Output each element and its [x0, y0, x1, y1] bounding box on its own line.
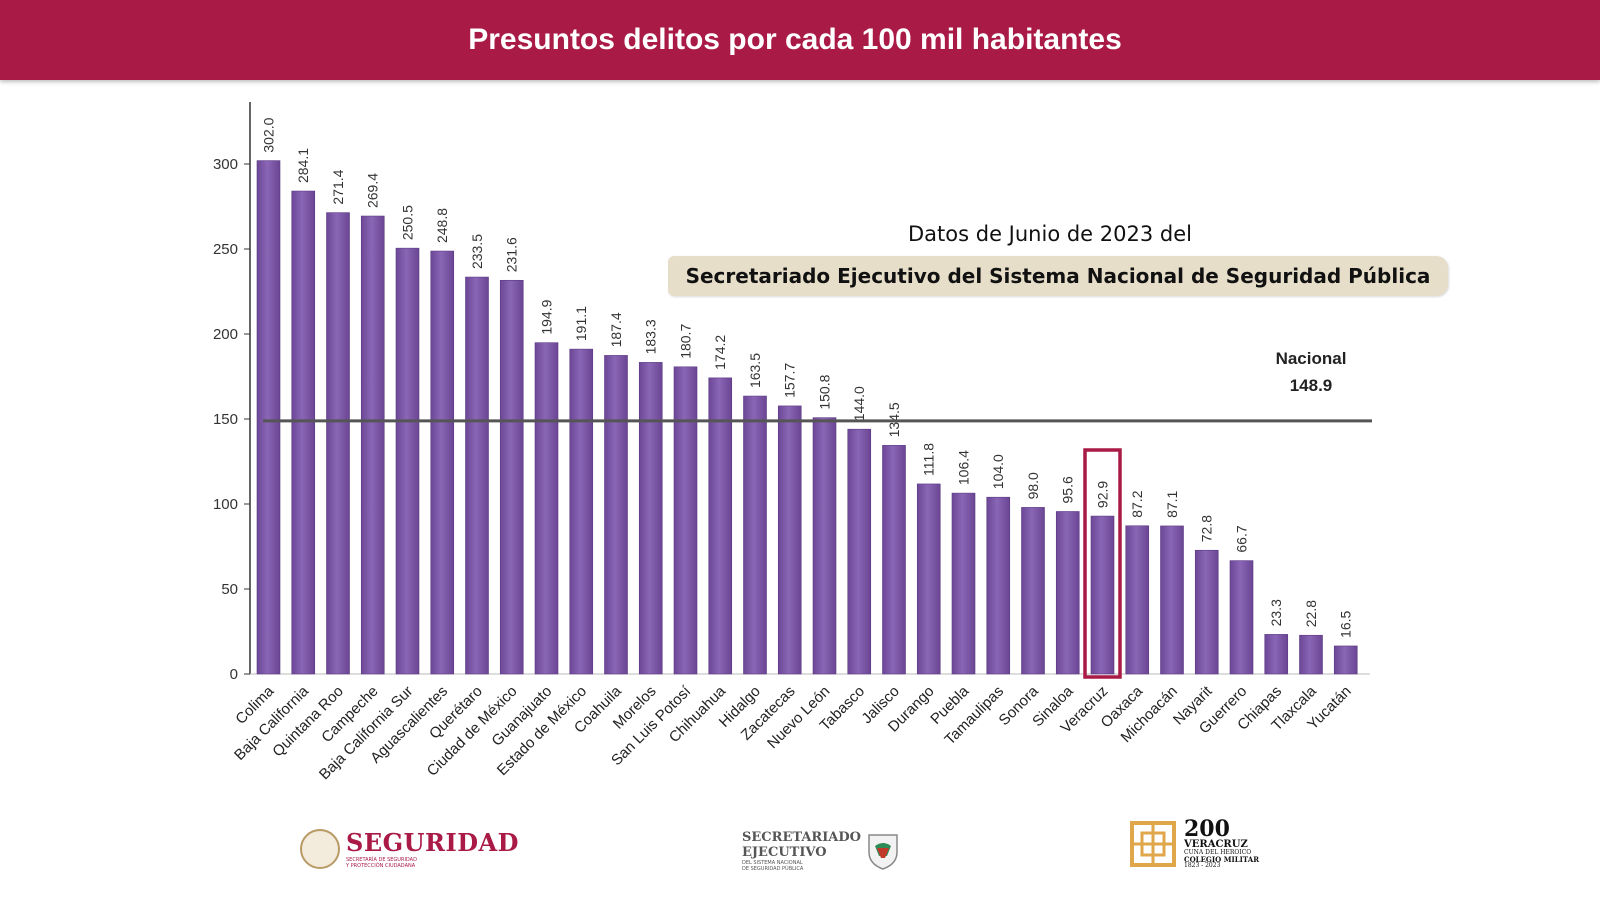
- seguridad-sub-1: SECRETARÍA DE SEGURIDAD: [346, 857, 417, 863]
- value-label: 106.4: [956, 450, 972, 485]
- bicentenario-number: 200: [1184, 816, 1230, 842]
- bar-jalisco: [882, 445, 906, 675]
- shield-icon: [868, 834, 898, 870]
- national-value: 148.9: [1290, 376, 1333, 395]
- value-label: 72.8: [1199, 515, 1215, 542]
- bicentenario-years: 1823 - 2023: [1184, 862, 1221, 869]
- value-label: 250.5: [400, 205, 416, 240]
- value-label: 284.1: [295, 148, 311, 183]
- bar-sonora: [1021, 507, 1045, 675]
- bar-colima: [256, 160, 281, 675]
- page-title: Presuntos delitos por cada 100 mil habit…: [468, 23, 1122, 56]
- bar-nuevo-le-n: [812, 417, 837, 675]
- sesnsp-sub-2: DE SEGURIDAD PÚBLICA: [742, 866, 804, 872]
- source-text: Secretariado Ejecutivo del Sistema Nacio…: [685, 264, 1431, 288]
- value-label: 150.8: [817, 374, 833, 409]
- y-tick-label: 300: [213, 156, 238, 173]
- value-label: 180.7: [678, 324, 694, 359]
- bar-ciudad-de-m-xico: [499, 279, 524, 675]
- value-label: 233.5: [469, 234, 485, 269]
- y-tick-label: 250: [213, 241, 238, 258]
- bar-michoac-n: [1160, 525, 1184, 675]
- highlight-box: [1083, 448, 1122, 679]
- sesnsp-logo: SECRETARIADO EJECUTIVO DEL SISTEMA NACIO…: [742, 830, 899, 872]
- value-label: 174.2: [712, 335, 728, 370]
- value-label: 163.5: [747, 353, 763, 388]
- sesnsp-sub-1: DEL SISTEMA NACIONAL: [742, 860, 803, 866]
- seguridad-word: SEGURIDAD: [346, 828, 519, 857]
- bar-guanajuato: [534, 342, 559, 675]
- value-label: 87.1: [1164, 490, 1180, 517]
- y-tick-label: 100: [213, 496, 238, 513]
- bar-baja-california-sur: [395, 247, 420, 675]
- national-label: Nacional: [1276, 349, 1347, 368]
- value-label: 248.8: [434, 208, 450, 243]
- bar-estado-de-m-xico: [569, 348, 594, 675]
- bar-hidalgo: [743, 395, 767, 675]
- bicentenario-city: VERACRUZ: [1184, 839, 1248, 850]
- seguridad-sub-2: Y PROTECCIÓN CIUDADANA: [346, 863, 416, 869]
- sesnsp-word-2: EJECUTIVO: [742, 845, 827, 860]
- value-label: 98.0: [1025, 472, 1041, 499]
- bar-baja-california: [291, 190, 316, 675]
- value-label: 302.0: [261, 117, 277, 152]
- y-tick-label: 200: [213, 326, 238, 343]
- value-label: 22.8: [1303, 600, 1319, 627]
- bar-morelos: [638, 362, 663, 675]
- bar-san-luis-potos-: [673, 366, 698, 675]
- value-label: 104.0: [990, 454, 1006, 489]
- value-label: 92.9: [1095, 481, 1111, 508]
- value-label: 194.9: [539, 299, 555, 334]
- bar-veracruz: [1090, 515, 1115, 675]
- bar-yucat-n: [1333, 645, 1358, 675]
- bicentenario-college: COLEGIO MILITAR: [1184, 855, 1260, 864]
- title-banner: Presuntos delitos por cada 100 mil habit…: [0, 0, 1600, 80]
- value-label: 269.4: [365, 173, 381, 208]
- value-label: 95.6: [1060, 476, 1076, 503]
- value-label: 231.6: [504, 237, 520, 272]
- bar-puebla: [951, 492, 976, 675]
- value-label: 16.5: [1338, 610, 1354, 637]
- bar-tabasco: [847, 428, 872, 675]
- bar-nayarit: [1194, 549, 1219, 675]
- source-label: Secretariado Ejecutivo del Sistema Nacio…: [668, 256, 1448, 296]
- value-label: 111.8: [921, 443, 937, 476]
- national-seal-icon: [300, 828, 340, 869]
- value-label: 271.4: [330, 169, 346, 204]
- bar-tlaxcala: [1299, 634, 1323, 675]
- value-label: 157.7: [782, 363, 798, 398]
- y-tick-label: 50: [221, 581, 238, 598]
- value-label: 183.3: [643, 319, 659, 354]
- bicentenario-sub: CUNA DEL HEROICO: [1184, 849, 1252, 856]
- value-label: 187.4: [608, 312, 624, 347]
- bar-guerrero: [1229, 560, 1254, 675]
- bar-chiapas: [1264, 634, 1289, 675]
- sesnsp-word-1: SECRETARIADO: [742, 830, 861, 845]
- value-label: 87.2: [1129, 490, 1145, 517]
- bar-durango: [916, 483, 941, 675]
- value-label: 144.0: [851, 386, 867, 421]
- bar-coahuila: [604, 355, 628, 675]
- value-label: 23.3: [1268, 599, 1284, 626]
- bar-quer-taro: [465, 276, 489, 675]
- source-date-text: Datos de Junio de 2023 del: [908, 222, 1192, 246]
- bicentenario-logo: 200 VERACRUZ CUNA DEL HEROICO COLEGIO MI…: [1128, 818, 1259, 869]
- y-tick-label: 0: [230, 666, 238, 683]
- bar-sinaloa: [1055, 511, 1080, 675]
- value-label: 66.7: [1234, 525, 1250, 552]
- bar-tamaulipas: [986, 496, 1011, 675]
- bar-chihuahua: [708, 377, 733, 675]
- bar-campeche: [360, 215, 385, 675]
- bar-quintana-roo: [326, 212, 350, 675]
- value-label: 191.1: [573, 306, 589, 341]
- bar-oaxaca: [1125, 525, 1150, 675]
- bar-aguascalientes: [430, 250, 455, 675]
- emblem-icon: [1130, 820, 1176, 867]
- seguridad-logo: SEGURIDAD SECRETARÍA DE SEGURIDAD Y PROT…: [300, 828, 519, 869]
- bar-zacatecas: [777, 405, 802, 675]
- y-tick-label: 150: [213, 411, 238, 428]
